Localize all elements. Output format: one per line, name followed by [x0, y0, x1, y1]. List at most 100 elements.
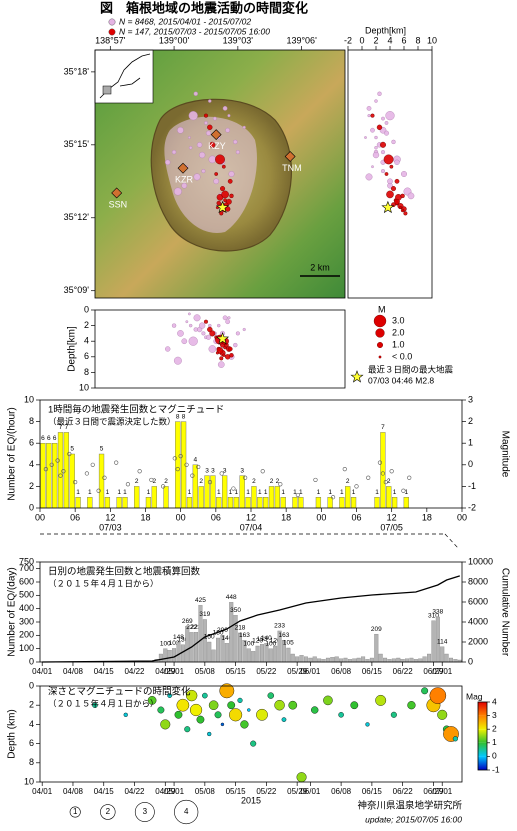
- y2-tick-label: 3: [468, 394, 473, 404]
- bar: [321, 659, 326, 663]
- colorbar-tick-label: 0: [492, 751, 497, 761]
- largest-event: [215, 200, 230, 214]
- hypocenter-ew: [217, 361, 225, 368]
- magnitude-point: [61, 469, 66, 474]
- bar: [221, 475, 228, 509]
- star-legend-label: 07/03 04:46 M2.8: [368, 375, 434, 385]
- x-tick-label: 05/15: [226, 787, 247, 796]
- size-legend-label: 3: [143, 807, 148, 816]
- bar-label: 269: [182, 618, 193, 625]
- bar-label: 2: [346, 478, 350, 485]
- bar: [211, 649, 216, 663]
- bar: [453, 659, 458, 663]
- y2-tick-label: 1: [468, 438, 473, 448]
- bar: [255, 645, 260, 663]
- size-legend-marker: [378, 355, 382, 359]
- bar: [202, 619, 207, 663]
- bar-label: 223: [191, 624, 202, 631]
- hypocenter-ns: [401, 170, 408, 177]
- epicenter: [188, 111, 198, 121]
- hypocenter-ew: [227, 346, 233, 352]
- y-tick-label: 10: [24, 394, 34, 404]
- hypocenter-ew: [227, 316, 231, 320]
- bar: [409, 657, 414, 663]
- bar-label: 1: [246, 489, 250, 496]
- bar-label: 1: [117, 489, 121, 496]
- epicenter: [221, 164, 226, 169]
- epicenter: [208, 155, 217, 164]
- x-axis-label: Depth[km]: [365, 25, 406, 35]
- y-tick-label: 10: [24, 776, 34, 786]
- hypocenter-ew: [177, 330, 184, 337]
- bar: [216, 637, 221, 663]
- colorbar-segment: [478, 702, 487, 716]
- x-tick-label: 05/22: [256, 667, 277, 676]
- bar: [176, 642, 181, 663]
- epicenter: [208, 99, 212, 103]
- hypocenter-ew: [217, 323, 221, 328]
- x-axis-label: 2015: [241, 795, 261, 805]
- y-tick-label: 35°18': [64, 66, 90, 76]
- bar-label: 6: [47, 435, 51, 442]
- y-tick-label: 6: [29, 738, 34, 748]
- hypocenter: [229, 708, 243, 722]
- x-tick-label: 05/29: [287, 787, 308, 796]
- bar-label: 2: [199, 478, 203, 485]
- hypocenter-ns: [377, 91, 382, 96]
- station-label: KZR: [175, 175, 194, 185]
- y-axis-label: Depth (km): [7, 709, 18, 758]
- bar: [98, 453, 105, 509]
- colorbar-frame: [477, 701, 488, 771]
- epicenter: [209, 141, 216, 148]
- y-tick-label: 200: [19, 630, 34, 640]
- hypocenter-ns: [403, 211, 408, 216]
- bar: [116, 497, 122, 509]
- hypocenter-ew: [173, 356, 182, 365]
- bar: [104, 497, 111, 509]
- x-tick-label: 6: [401, 35, 406, 45]
- bar-label: 1: [405, 489, 409, 496]
- bar-label: 209: [371, 626, 382, 633]
- x-tick-label: 04/01: [32, 667, 53, 676]
- bar: [391, 497, 398, 509]
- hypocenter-ew: [215, 351, 220, 355]
- hypocenter: [189, 703, 203, 717]
- hypocenter: [250, 740, 257, 747]
- y-tick-label: 6: [29, 438, 34, 448]
- bar-label: 2: [276, 478, 280, 485]
- hypocenter-ns: [380, 150, 386, 155]
- bar: [298, 497, 304, 509]
- magnitude-point: [184, 462, 189, 467]
- magnitude-point: [43, 467, 48, 472]
- magnitude-point: [231, 486, 236, 491]
- epicenter: [221, 190, 229, 199]
- chart-subtitle: （２０１５年４月１日から）: [48, 698, 159, 708]
- epicenter: [181, 182, 188, 189]
- colorbar-title: Mag: [466, 691, 483, 701]
- bar: [308, 657, 313, 663]
- bar: [449, 657, 454, 663]
- hypocenter-ew: [207, 326, 213, 333]
- bar: [440, 646, 445, 663]
- y2-tick-label: 6000: [468, 596, 488, 606]
- hypocenter-ns: [372, 151, 380, 159]
- bar: [175, 421, 181, 509]
- epicenter: [222, 105, 228, 111]
- bar-label: 448: [226, 594, 237, 601]
- y-tick-label: 0: [29, 656, 34, 666]
- x-tick-label: 06: [351, 512, 361, 522]
- y2-tick-label: -1: [468, 481, 476, 491]
- colorbar-tick-label: -1: [492, 764, 500, 774]
- y-tick-label: 0: [29, 680, 34, 690]
- plot-frame: [94, 309, 346, 389]
- bar-label: 8: [182, 413, 186, 420]
- colorbar-segment: [478, 729, 487, 743]
- epicenter: [171, 149, 177, 155]
- y-tick-label: 600: [19, 576, 34, 586]
- x-tick-label: 06/01: [300, 787, 321, 796]
- colorbar-segment: [478, 715, 487, 730]
- hypocenter: [123, 712, 128, 717]
- plot-frame: [347, 49, 433, 299]
- hypocenter-ns: [400, 193, 405, 199]
